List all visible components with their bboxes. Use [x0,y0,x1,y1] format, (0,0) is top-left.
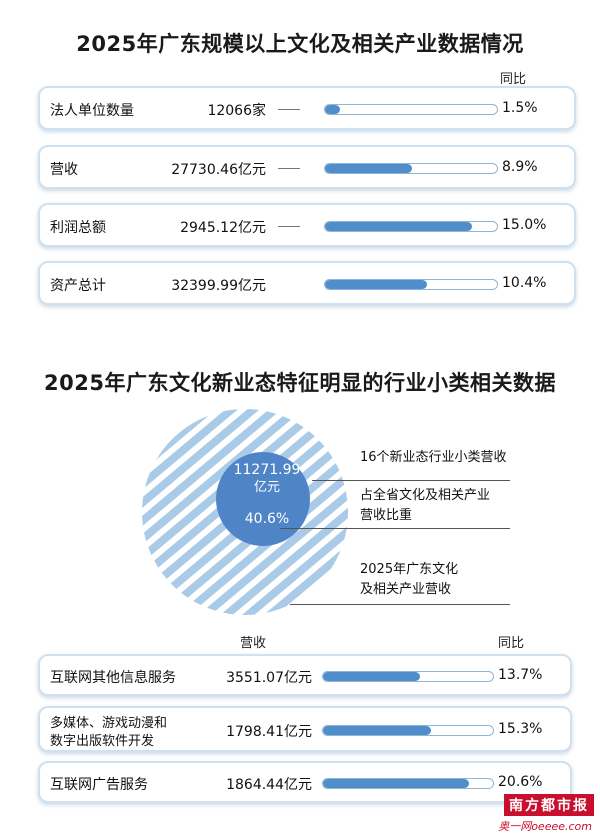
yoy-bar-fill [325,105,340,114]
yoy-bar-fill [323,726,432,735]
row-card: 资产总计 32399.99亿元 10.4% [38,261,576,305]
yoy-bar-fill [325,164,413,173]
section1-title: 2025年广东规模以上文化及相关产业数据情况 [76,32,524,56]
row-value: 27730.46亿元 [171,162,266,178]
row-label: 互联网广告服务 [50,777,148,793]
row-card: 多媒体、游戏动漫和 数字出版软件开发 1798.41亿元 15.3% [38,706,572,752]
yoy-header-2: 同比 [498,636,525,651]
center-value-label: 11271.99 [234,462,301,478]
yoy-value: 15.3% [498,721,543,737]
yoy-value: 13.7% [498,667,543,683]
leader-dash [278,226,300,227]
leader-line [280,528,510,529]
row-card: 互联网广告服务 1864.44亿元 20.6% [38,761,572,803]
row-label: 资产总计 [50,278,106,294]
annotation-share-line1: 占全省文化及相关产业 [360,488,491,503]
annotation-total-line2: 及相关产业营收 [360,582,452,597]
section2-title: 2025年广东文化新业态特征明显的行业小类相关数据 [44,371,556,395]
annotation-total-line1: 2025年广东文化 [360,562,459,577]
yoy-value: 1.5% [502,100,538,116]
leader-dash [278,168,300,169]
row-value: 32399.99亿元 [171,278,266,294]
yoy-bar-track [322,778,494,789]
annotation-new-business-revenue: 16个新业态行业小类营收 [360,450,507,465]
yoy-bar-track [322,725,494,736]
row-label: 利润总额 [50,220,106,236]
newspaper-logo: 南方都市报 [504,794,594,816]
row-label: 互联网其他信息服务 [50,670,176,686]
yoy-bar-track [324,279,498,290]
yoy-bar-track [322,671,494,682]
row-value: 12066家 [207,103,266,119]
yoy-value: 10.4% [502,275,547,291]
row-card: 营收 27730.46亿元 8.9% [38,145,576,189]
yoy-value: 8.9% [502,159,538,175]
yoy-header: 同比 [500,72,527,87]
leader-line [290,604,510,605]
yoy-value: 15.0% [502,217,547,233]
share-circle-chart: 11271.99 亿元 40.6% [142,409,348,615]
center-unit-label: 亿元 [254,480,280,495]
row-value: 3551.07亿元 [226,670,312,686]
annotation-share-line2: 营收比重 [360,508,413,523]
yoy-bar-fill [325,222,473,231]
yoy-bar-track [324,163,498,174]
row-card: 法人单位数量 12066家 1.5% [38,86,576,130]
row-card: 互联网其他信息服务 3551.07亿元 13.7% [38,654,572,696]
row-value: 1798.41亿元 [226,724,312,740]
row-value: 1864.44亿元 [226,777,312,793]
leader-line [312,480,510,481]
row-label: 营收 [50,162,78,178]
center-pct-label: 40.6% [245,511,289,527]
yoy-value: 20.6% [498,774,543,790]
row-card: 利润总额 2945.12亿元 15.0% [38,203,576,247]
row-label-line1: 多媒体、游戏动漫和 [50,716,168,731]
row-label-line2: 数字出版软件开发 [50,734,155,749]
leader-dash [278,109,300,110]
revenue-header: 营收 [240,636,267,651]
yoy-bar-fill [323,779,469,788]
new-business-share-circle [216,452,310,546]
yoy-bar-track [324,104,498,115]
yoy-bar-fill [323,672,421,681]
row-value: 2945.12亿元 [180,220,266,236]
row-label: 法人单位数量 [50,103,134,119]
yoy-bar-track [324,221,498,232]
yoy-bar-fill [325,280,428,289]
site-watermark: 奥一网oeeee.com [498,820,592,833]
